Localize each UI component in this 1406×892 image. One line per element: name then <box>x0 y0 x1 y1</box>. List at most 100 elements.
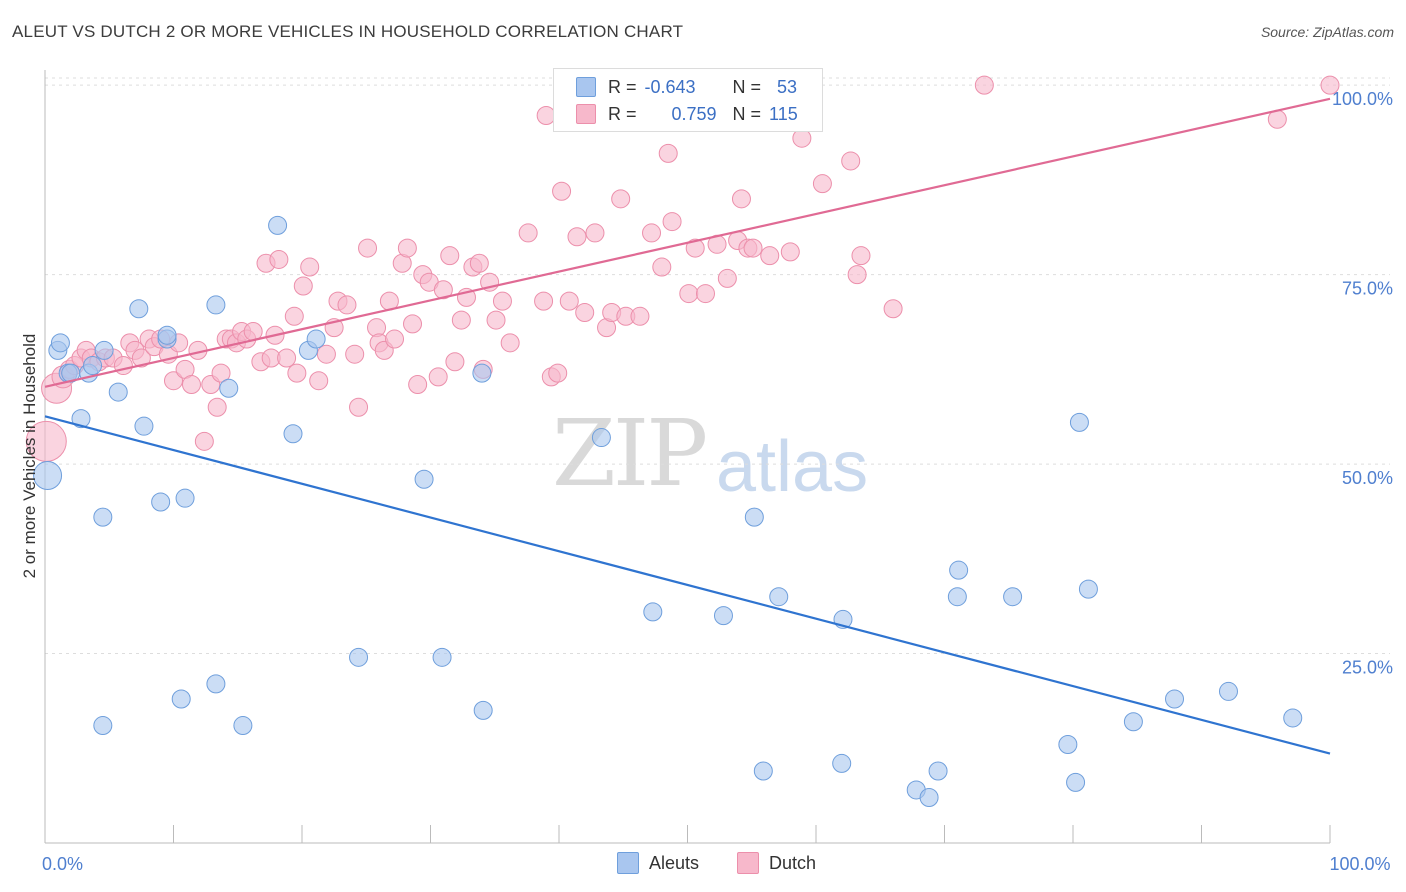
dutch-point <box>658 143 678 163</box>
dutch-r-label: R = <box>608 103 637 124</box>
aleut-point <box>432 647 452 667</box>
dutch-point <box>211 363 231 383</box>
dutch-point <box>492 291 512 311</box>
dutch-point <box>847 265 867 285</box>
aleut-point <box>414 469 434 489</box>
aleut-point <box>753 761 773 781</box>
dutch-point <box>731 189 751 209</box>
stats-legend: R = -0.643 N = 53 R = 0.759 N = 115 <box>553 68 823 132</box>
dutch-point <box>345 344 365 364</box>
aleut-point <box>306 329 326 349</box>
dutch-swatch <box>576 104 596 124</box>
dutch-point <box>974 75 994 95</box>
y-axis-label: 2 or more Vehicles in Household <box>20 333 39 579</box>
dutch-point <box>500 333 520 353</box>
aleuts-legend-label: Aleuts <box>649 852 700 873</box>
dutch-point <box>277 348 297 368</box>
aleut-point <box>919 788 939 808</box>
dutch-point <box>469 253 489 273</box>
aleut-point <box>94 340 114 360</box>
dutch-point <box>397 238 417 258</box>
aleut-point <box>1003 587 1023 607</box>
aleut-point <box>1058 734 1078 754</box>
dutch-point <box>1320 75 1340 95</box>
aleut-point <box>769 587 789 607</box>
dutch-point <box>611 189 631 209</box>
aleut-point <box>283 424 303 444</box>
watermark-zip: ZIP <box>552 400 708 507</box>
aleut-swatch <box>576 77 596 97</box>
dutch-point <box>883 299 903 319</box>
bottom-legend-dutch[interactable]: Dutch <box>737 852 816 874</box>
dutch-point <box>445 352 465 372</box>
aleut-point <box>349 647 369 667</box>
dutch-point <box>309 371 329 391</box>
dutch-trend-line <box>44 97 1331 388</box>
dutch-point <box>181 375 201 395</box>
dutch-point <box>575 303 595 323</box>
dutch-point <box>841 151 861 171</box>
dutch-legend-label: Dutch <box>769 852 817 873</box>
aleut-point <box>744 507 764 527</box>
dutch-point <box>408 375 428 395</box>
aleut-point <box>157 325 177 345</box>
aleut-point <box>50 333 70 353</box>
dutch-point <box>451 310 471 330</box>
dutch-point <box>207 397 227 417</box>
aleut-point <box>151 492 171 512</box>
aleut-point <box>206 674 226 694</box>
aleut-point <box>108 382 128 402</box>
aleut-point <box>33 460 63 490</box>
y-tick-label: 25.0% <box>1342 658 1393 678</box>
y-tick-label: 75.0% <box>1342 279 1393 299</box>
x-tick-label: 100.0% <box>1329 854 1390 874</box>
bottom-legend-aleuts[interactable]: Aleuts <box>617 852 699 874</box>
dutch-point <box>851 246 871 266</box>
aleut-point <box>947 587 967 607</box>
dutch-point <box>717 268 737 288</box>
watermark-atlas: atlas <box>716 427 869 507</box>
aleut-point <box>1165 689 1185 709</box>
dutch-point <box>630 306 650 326</box>
dutch-n-value: 115 <box>769 103 798 124</box>
dutch-point <box>194 431 214 451</box>
dutch-point <box>567 227 587 247</box>
legend-row-aleut: R = -0.643 N = 53 <box>576 74 797 100</box>
dutch-point <box>812 174 832 194</box>
dutch-point <box>284 306 304 326</box>
dutch-point <box>518 223 538 243</box>
aleut-point <box>134 416 154 436</box>
dutch-point <box>780 242 800 262</box>
aleut-point <box>1069 412 1089 432</box>
aleut-point <box>949 560 969 580</box>
aleut-r-label: R = <box>608 76 637 97</box>
aleut-point <box>206 295 226 315</box>
dutch-point <box>337 295 357 315</box>
aleut-point <box>1123 712 1143 732</box>
dutch-point <box>428 367 448 387</box>
dutch-point <box>486 310 506 330</box>
dutch-point <box>293 276 313 296</box>
aleut-r-value: -0.643 <box>644 76 696 97</box>
aleut-point <box>591 428 611 448</box>
aleut-n-label: N = <box>732 76 762 97</box>
y-tick-label: 100.0% <box>1332 89 1393 109</box>
dutch-point <box>433 280 453 300</box>
dutch-point <box>385 329 405 349</box>
aleut-point <box>268 215 288 235</box>
dutch-point <box>695 284 715 304</box>
aleut-point <box>129 299 149 319</box>
aleut-point <box>713 606 733 626</box>
aleut-point <box>1218 681 1238 701</box>
dutch-point <box>269 249 289 269</box>
dutch-point <box>642 223 662 243</box>
aleut-point <box>93 716 113 736</box>
aleut-n-value: 53 <box>777 76 798 97</box>
dutch-point <box>131 348 151 368</box>
aleut-point <box>71 409 91 429</box>
dutch-point <box>552 181 572 201</box>
aleut-point <box>928 761 948 781</box>
aleut-point <box>83 356 103 376</box>
aleut-point <box>93 507 113 527</box>
dutch-point <box>559 291 579 311</box>
